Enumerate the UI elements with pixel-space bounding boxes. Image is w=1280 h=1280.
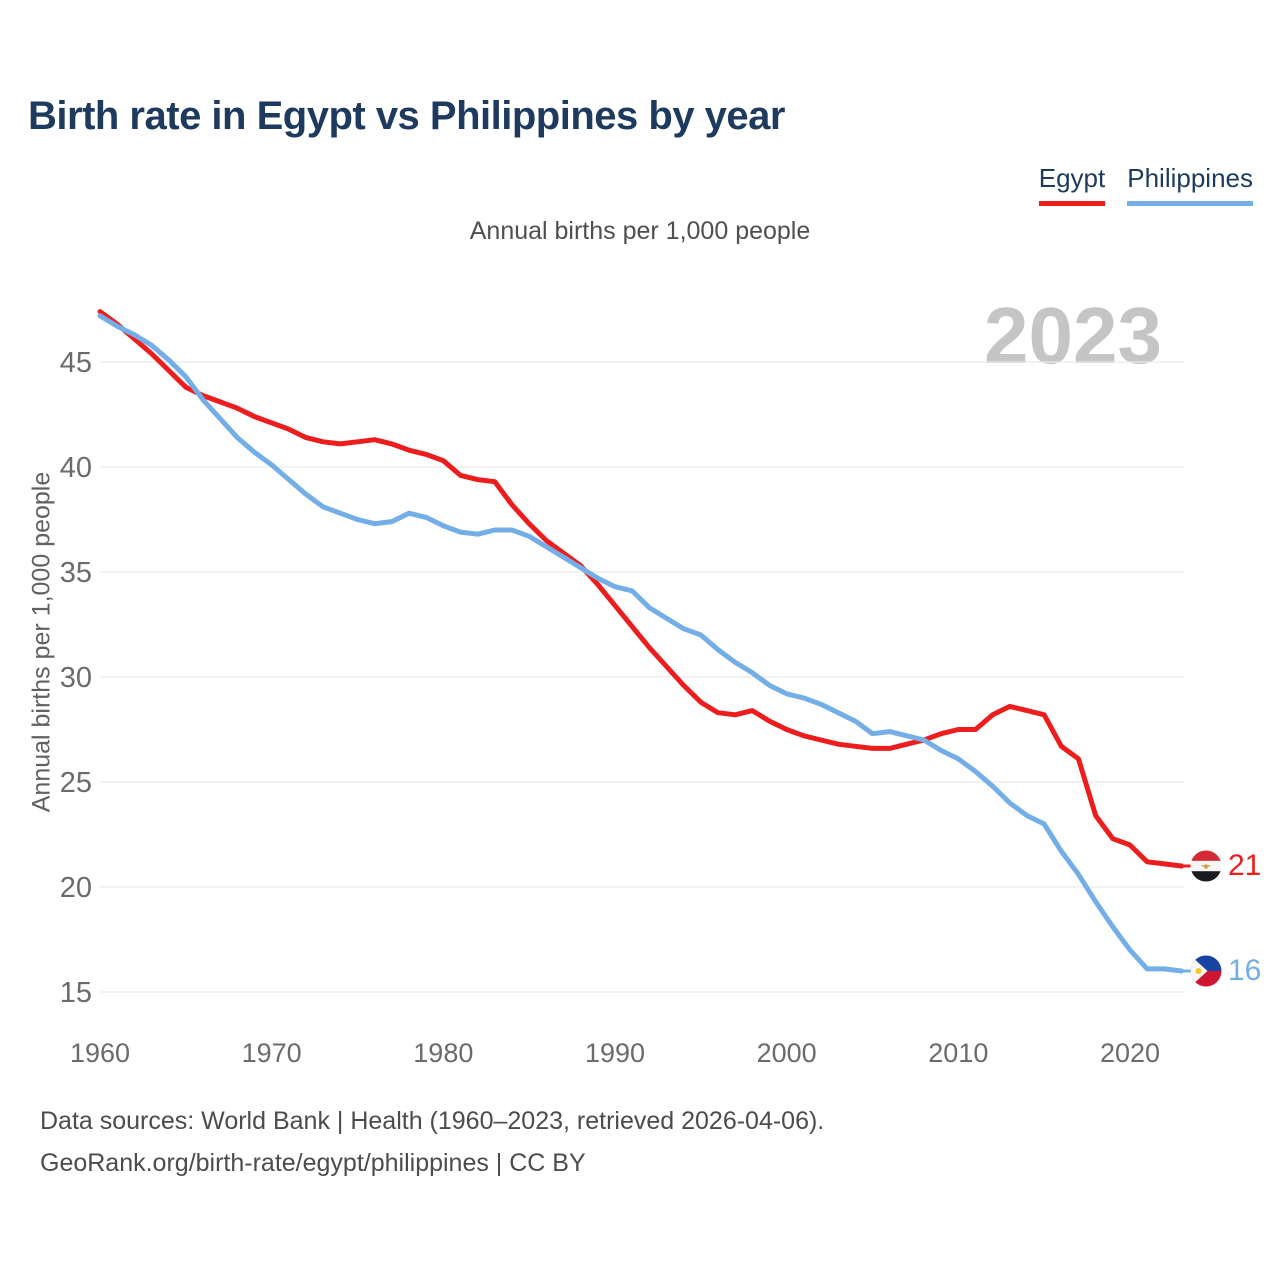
y-tick-label: 20 [60,872,92,904]
page-title: Birth rate in Egypt vs Philippines by ye… [28,94,786,138]
egypt-end-value: 21 [1228,849,1262,882]
philippines-end-value: 16 [1228,954,1262,987]
philippines-sun-emblem [1195,968,1202,974]
footer-data-sources: Data sources: World Bank | Health (1960–… [40,1107,825,1135]
philippines-flag-icon [1190,955,1222,987]
y-tick-label: 15 [60,977,92,1009]
y-axis-tick-labels: 15 20 25 30 35 40 45 [60,347,92,1009]
x-tick-label: 1960 [70,1038,130,1068]
x-tick-label: 2010 [928,1038,988,1068]
y-tick-label: 30 [60,662,92,694]
gridlines [100,361,1184,993]
x-tick-label: 2000 [757,1038,817,1068]
egypt-flag-icon [1190,850,1222,882]
y-tick-label: 45 [60,347,92,379]
x-tick-label: 1980 [413,1038,473,1068]
y-tick-label: 25 [60,767,92,799]
legend-item-philippines[interactable]: Philippines [1127,163,1253,206]
y-tick-label: 35 [60,557,92,589]
philippines-line-series [97,313,1184,974]
chart-subtitle: Annual births per 1,000 people [469,217,811,245]
egypt-eagle-emblem [1201,863,1211,869]
legend: Egypt Philippines [1038,163,1253,206]
legend-item-egypt[interactable]: Egypt [1038,163,1106,206]
y-tick-label: 40 [60,452,92,484]
x-tick-label: 1990 [585,1038,645,1068]
x-tick-label: 2020 [1100,1038,1160,1068]
footer-attribution: GeoRank.org/birth-rate/egypt/philippines… [40,1149,586,1177]
x-tick-label: 1970 [242,1038,302,1068]
x-axis-tick-labels: 1960 1970 1980 1990 2000 2010 2020 [70,1038,1160,1068]
egypt-line-series [97,309,1184,869]
